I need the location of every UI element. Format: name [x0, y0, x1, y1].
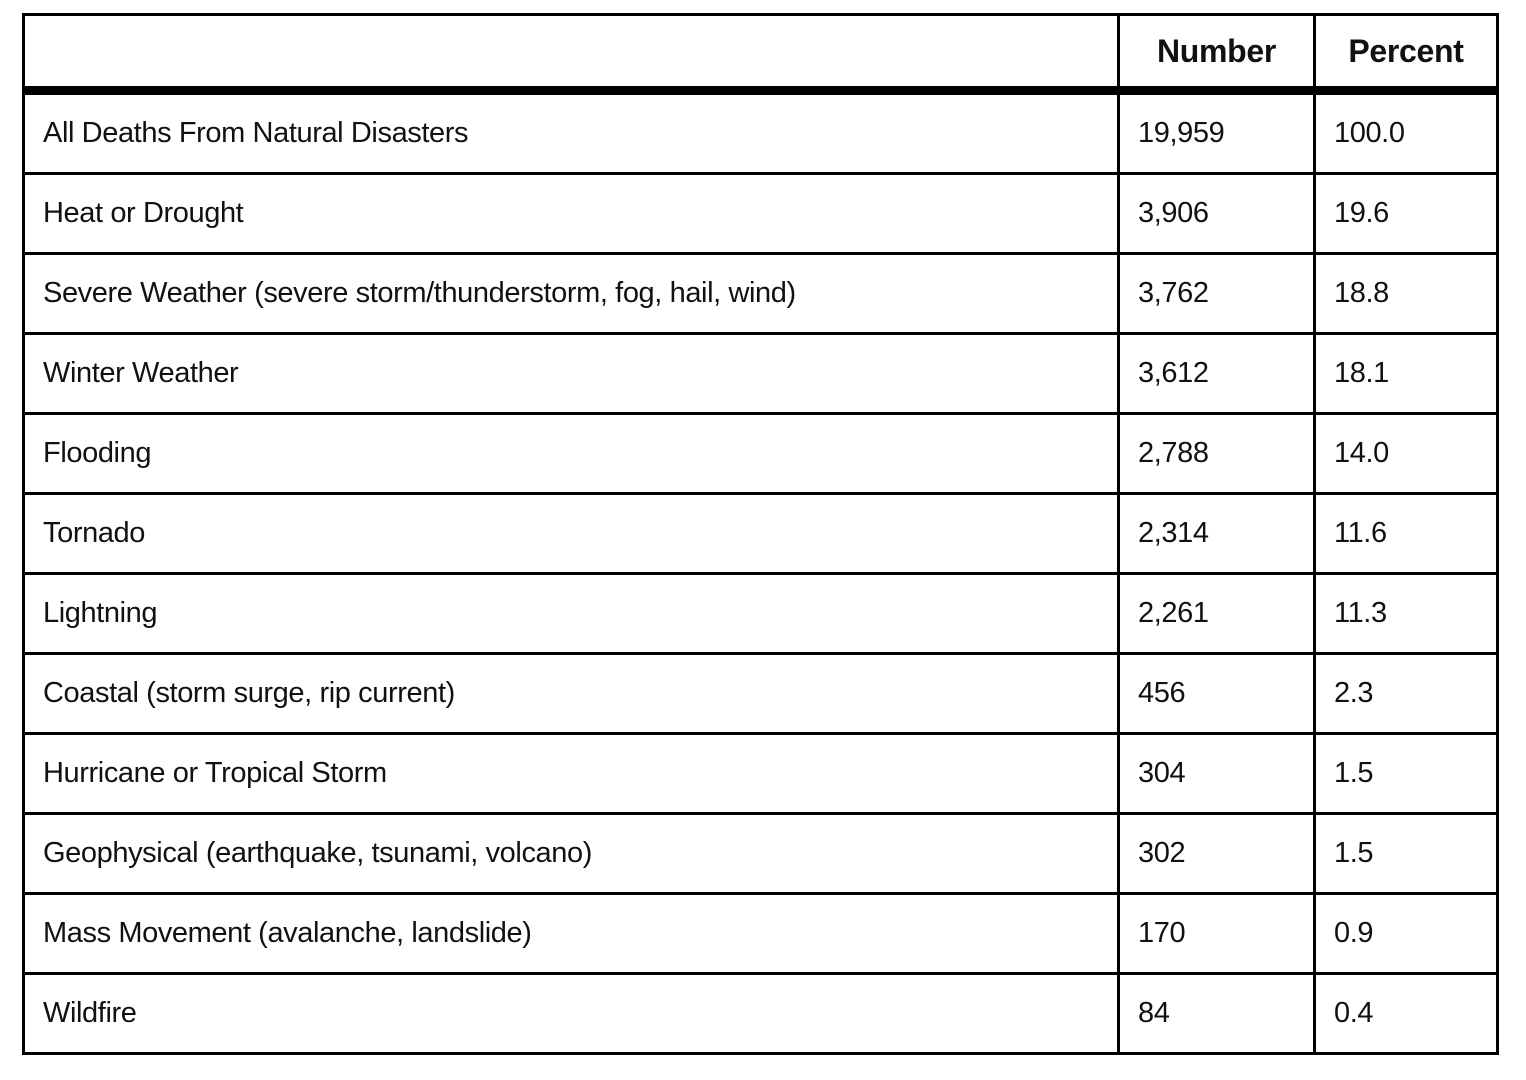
- row-percent: 2.3: [1313, 652, 1499, 735]
- header-row: Number Percent: [22, 13, 1499, 95]
- row-number: 19,959: [1117, 89, 1316, 175]
- row-percent: 11.6: [1313, 492, 1499, 575]
- row-percent: 1.5: [1313, 732, 1499, 815]
- row-label: Lightning: [22, 572, 1120, 655]
- row-number: 456: [1117, 652, 1316, 735]
- row-label: Wildfire: [22, 972, 1120, 1055]
- table-row: All Deaths From Natural Disasters 19,959…: [22, 89, 1499, 175]
- row-percent: 11.3: [1313, 572, 1499, 655]
- row-label: Tornado: [22, 492, 1120, 575]
- row-percent: 19.6: [1313, 172, 1499, 255]
- natural-disaster-deaths-table-container: Number Percent All Deaths From Natural D…: [22, 13, 1499, 1055]
- table-row: Coastal (storm surge, rip current) 456 2…: [22, 652, 1499, 735]
- row-percent: 100.0: [1313, 89, 1499, 175]
- table-row: Wildfire 84 0.4: [22, 972, 1499, 1055]
- row-number: 3,762: [1117, 252, 1316, 335]
- table-row: Mass Movement (avalanche, landslide) 170…: [22, 892, 1499, 975]
- table-row: Flooding 2,788 14.0: [22, 412, 1499, 495]
- table-row: Tornado 2,314 11.6: [22, 492, 1499, 575]
- row-label: Coastal (storm surge, rip current): [22, 652, 1120, 735]
- row-percent: 0.9: [1313, 892, 1499, 975]
- table-row: Geophysical (earthquake, tsunami, volcan…: [22, 812, 1499, 895]
- row-label: Hurricane or Tropical Storm: [22, 732, 1120, 815]
- row-number: 2,261: [1117, 572, 1316, 655]
- header-cell-category: [22, 13, 1120, 95]
- table-row: Severe Weather (severe storm/thunderstor…: [22, 252, 1499, 335]
- row-number: 302: [1117, 812, 1316, 895]
- table-row: Lightning 2,261 11.3: [22, 572, 1499, 655]
- row-number: 2,314: [1117, 492, 1316, 575]
- row-number: 3,906: [1117, 172, 1316, 255]
- row-percent: 18.8: [1313, 252, 1499, 335]
- row-number: 170: [1117, 892, 1316, 975]
- row-label: Severe Weather (severe storm/thunderstor…: [22, 252, 1120, 335]
- row-label: Mass Movement (avalanche, landslide): [22, 892, 1120, 975]
- row-label: Winter Weather: [22, 332, 1120, 415]
- row-number: 304: [1117, 732, 1316, 815]
- table-row: Heat or Drought 3,906 19.6: [22, 172, 1499, 255]
- row-label: Flooding: [22, 412, 1120, 495]
- natural-disaster-deaths-table: Number Percent All Deaths From Natural D…: [22, 13, 1499, 1055]
- header-cell-number: Number: [1117, 13, 1316, 95]
- row-percent: 0.4: [1313, 972, 1499, 1055]
- row-number: 84: [1117, 972, 1316, 1055]
- row-label: All Deaths From Natural Disasters: [22, 89, 1120, 175]
- table-row: Hurricane or Tropical Storm 304 1.5: [22, 732, 1499, 815]
- row-number: 2,788: [1117, 412, 1316, 495]
- row-label: Geophysical (earthquake, tsunami, volcan…: [22, 812, 1120, 895]
- header-cell-percent: Percent: [1313, 13, 1499, 95]
- row-number: 3,612: [1117, 332, 1316, 415]
- row-percent: 14.0: [1313, 412, 1499, 495]
- row-percent: 18.1: [1313, 332, 1499, 415]
- row-percent: 1.5: [1313, 812, 1499, 895]
- row-label: Heat or Drought: [22, 172, 1120, 255]
- table-row: Winter Weather 3,612 18.1: [22, 332, 1499, 415]
